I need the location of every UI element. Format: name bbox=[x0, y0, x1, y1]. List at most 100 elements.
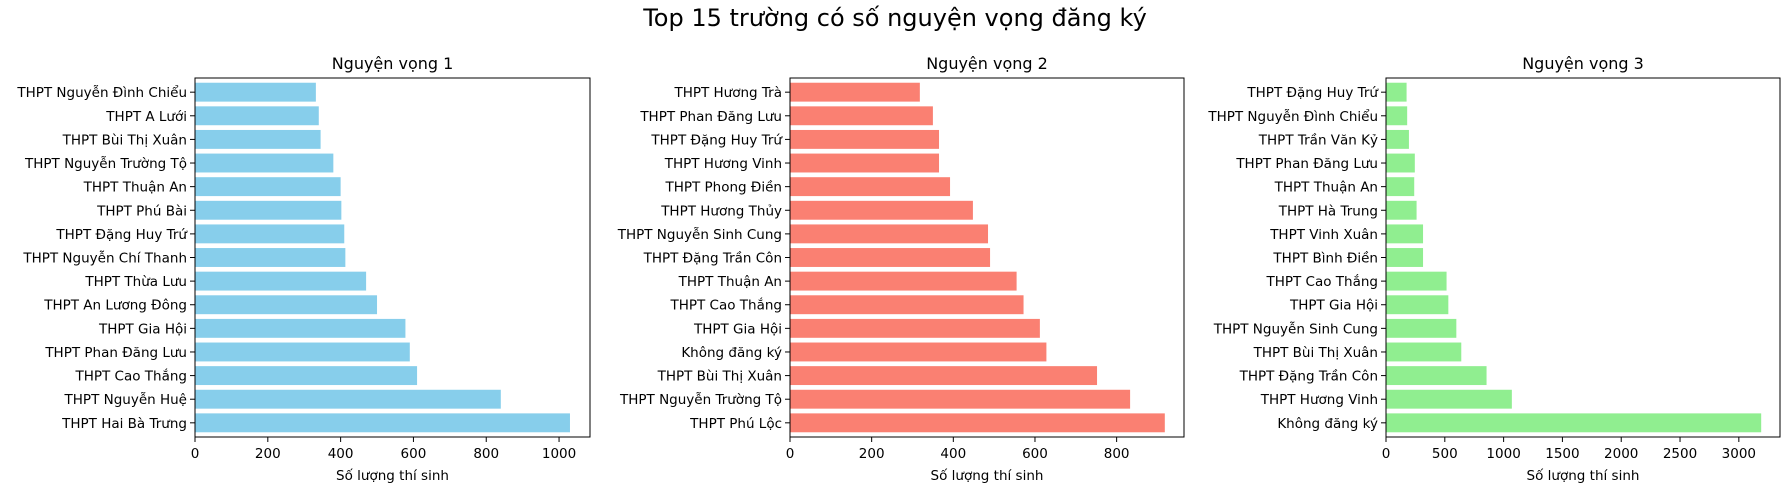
bar-2-8 bbox=[790, 224, 989, 244]
ytick-label: THPT Gia Hội bbox=[1289, 298, 1378, 314]
xtick-label: 3000 bbox=[1722, 446, 1756, 462]
xtick-label: 400 bbox=[328, 446, 354, 462]
bar-1-4 bbox=[195, 318, 406, 338]
bar-1-12 bbox=[195, 129, 321, 149]
bar-3-14 bbox=[1386, 82, 1407, 102]
ytick-label: THPT Đặng Huy Trứ bbox=[55, 227, 188, 243]
ytick-label: THPT Trần Văn Kỷ bbox=[1258, 132, 1378, 148]
ytick-label: THPT Nguyễn Đình Chiểu bbox=[1207, 108, 1378, 125]
bar-2-14 bbox=[790, 82, 920, 102]
bar-1-1 bbox=[195, 389, 501, 409]
xtick-label: 800 bbox=[1104, 446, 1130, 462]
bar-3-0 bbox=[1386, 413, 1762, 433]
x-axis-label: Số lượng thí sinh bbox=[336, 467, 449, 484]
xtick-label: 1000 bbox=[1486, 446, 1520, 462]
bar-1-0 bbox=[195, 413, 570, 433]
ytick-label: THPT Phong Điền bbox=[664, 179, 782, 196]
bar-1-13 bbox=[195, 106, 319, 126]
x-axis-label: Số lượng thí sinh bbox=[1527, 467, 1640, 484]
bar-1-11 bbox=[195, 153, 334, 173]
bar-3-4 bbox=[1386, 318, 1457, 338]
bar-1-14 bbox=[195, 82, 316, 102]
bar-3-1 bbox=[1386, 389, 1512, 409]
ytick-label: THPT Nguyễn Chí Thanh bbox=[22, 250, 187, 267]
ytick-label: THPT Phan Đăng Lưu bbox=[1235, 156, 1378, 172]
ytick-label: THPT Thừa Lưu bbox=[84, 274, 187, 290]
bar-2-11 bbox=[790, 153, 940, 173]
xtick-label: 400 bbox=[940, 446, 966, 462]
ytick-label: THPT An Lương Đông bbox=[43, 298, 187, 314]
ytick-label: THPT Cao Thắng bbox=[74, 368, 187, 385]
ytick-label: THPT Phú Lộc bbox=[689, 416, 782, 432]
bar-3-7 bbox=[1386, 248, 1424, 267]
bar-3-11 bbox=[1386, 153, 1415, 173]
xtick-label: 2500 bbox=[1663, 446, 1697, 462]
ytick-label: THPT Hương Vinh bbox=[664, 156, 782, 172]
ytick-label: THPT Phan Đăng Lưu bbox=[44, 345, 187, 361]
ytick-label: THPT Nguyễn Sinh Cung bbox=[617, 226, 782, 243]
xtick-label: 1000 bbox=[542, 446, 576, 462]
ytick-label: THPT Nguyễn Trường Tộ bbox=[619, 391, 782, 408]
bar-1-5 bbox=[195, 295, 378, 315]
bar-3-12 bbox=[1386, 129, 1409, 149]
subplot-title: Nguyện vọng 2 bbox=[926, 54, 1048, 73]
ytick-label: THPT A Lưới bbox=[105, 109, 187, 125]
ytick-label: THPT Đặng Trần Côn bbox=[1239, 369, 1378, 385]
subplot-1: THPT Hai Bà Trưng THPT Nguyễn Huệ THPT Cao… bbox=[16, 54, 591, 484]
ytick-label: THPT Nguyễn Huệ bbox=[64, 391, 187, 408]
subplot-2: THPT Phú Lộc THPT Nguyễn Trường Tộ THPT Bù… bbox=[617, 54, 1185, 484]
axes-frame bbox=[789, 77, 1185, 438]
bar-2-1 bbox=[790, 389, 1131, 409]
bar-1-10 bbox=[195, 177, 341, 197]
xtick-label: 800 bbox=[473, 446, 499, 462]
ytick-label: THPT Hương Trà bbox=[673, 85, 782, 101]
bar-3-9 bbox=[1386, 200, 1417, 220]
ytick-label: THPT Bùi Thị Xuân bbox=[62, 132, 187, 148]
bar-2-9 bbox=[790, 200, 973, 220]
bar-1-8 bbox=[195, 224, 345, 244]
xtick-label: 200 bbox=[859, 446, 885, 462]
xtick-label: 600 bbox=[401, 446, 427, 462]
ytick-label: Không đăng ký bbox=[681, 345, 782, 361]
bar-3-8 bbox=[1386, 224, 1424, 244]
ytick-label: THPT Hai Bà Trưng bbox=[61, 416, 187, 432]
bar-3-3 bbox=[1386, 342, 1462, 362]
xtick-label: 1500 bbox=[1545, 446, 1579, 462]
xtick-label: 0 bbox=[786, 446, 795, 462]
ytick-label: THPT Phan Đăng Lưu bbox=[639, 109, 782, 125]
ytick-label: THPT Thuận An bbox=[1274, 180, 1378, 196]
subplot-title: Nguyện vọng 3 bbox=[1522, 54, 1644, 73]
bar-3-10 bbox=[1386, 177, 1415, 197]
bar-2-6 bbox=[790, 271, 1017, 291]
ytick-label: THPT Thuận An bbox=[83, 180, 187, 196]
ytick-label: THPT Hà Trung bbox=[1278, 203, 1378, 219]
bar-2-3 bbox=[790, 342, 1047, 362]
axes-frame bbox=[1385, 77, 1781, 438]
xtick-label: 200 bbox=[255, 446, 281, 462]
ytick-label: THPT Đặng Trần Côn bbox=[643, 251, 782, 267]
xtick-label: 2000 bbox=[1604, 446, 1638, 462]
ytick-label: THPT Vinh Xuân bbox=[1269, 227, 1378, 243]
xtick-label: 600 bbox=[1022, 446, 1048, 462]
ytick-label: THPT Cao Thắng bbox=[1265, 273, 1378, 290]
ytick-label: THPT Hương Thủy bbox=[660, 203, 782, 219]
ytick-label: THPT Gia Hội bbox=[693, 321, 782, 337]
ytick-label: THPT Bình Điền bbox=[1272, 250, 1378, 267]
bar-1-9 bbox=[195, 200, 342, 220]
bar-1-2 bbox=[195, 366, 418, 386]
ytick-label: THPT Bùi Thị Xuân bbox=[657, 369, 782, 385]
subplot-3: Không đăng ký THPT Hương Vinh THPT Đặng Tr… bbox=[1207, 54, 1781, 484]
x-axis-label: Số lượng thí sinh bbox=[931, 467, 1044, 484]
ytick-label: THPT Phú Bài bbox=[96, 203, 187, 219]
bar-2-12 bbox=[790, 129, 940, 149]
ytick-label: THPT Nguyễn Trường Tộ bbox=[24, 155, 187, 172]
bar-3-6 bbox=[1386, 271, 1447, 291]
ytick-label: THPT Nguyễn Sinh Cung bbox=[1213, 320, 1378, 337]
bar-2-7 bbox=[790, 248, 991, 267]
xtick-label: 0 bbox=[191, 446, 200, 462]
bar-2-10 bbox=[790, 177, 951, 197]
bar-3-13 bbox=[1386, 106, 1408, 126]
bar-2-5 bbox=[790, 295, 1024, 315]
